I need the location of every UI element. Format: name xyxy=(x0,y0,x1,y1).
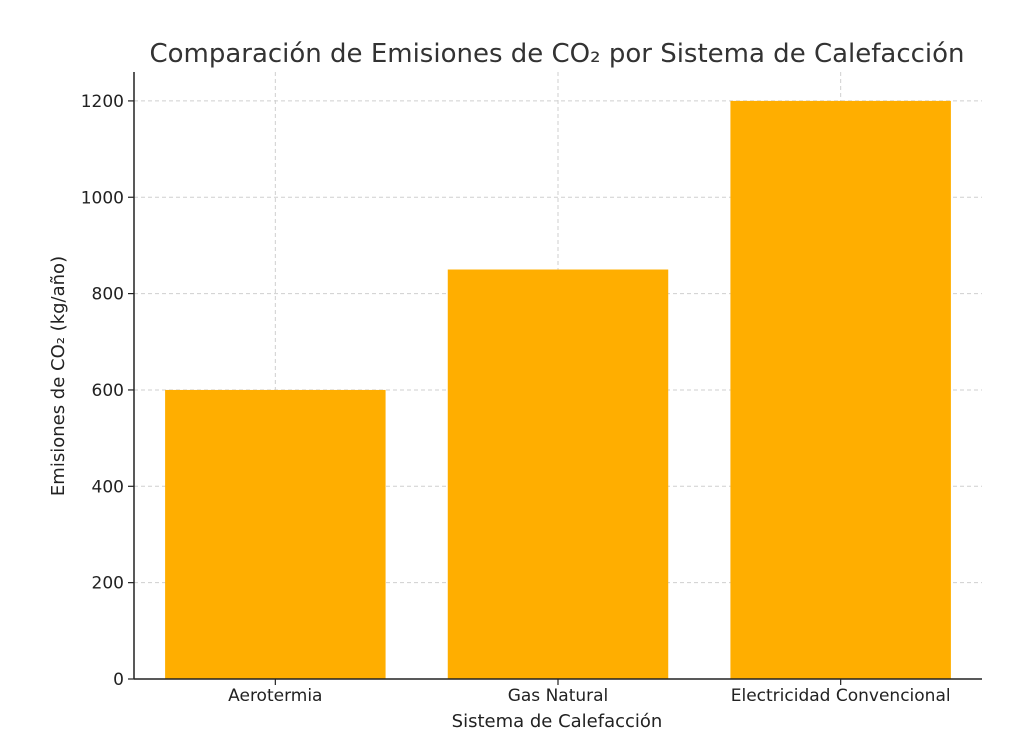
y-ticks: 0 200 400 600 800 1000 1200 xyxy=(81,92,134,690)
bars xyxy=(165,100,951,679)
x-ticks: Aerotermia Gas Natural Electricidad Conven… xyxy=(228,679,951,706)
y-tick-label: 200 xyxy=(92,574,124,594)
x-axis-label: Sistema de Calefacción xyxy=(452,711,663,732)
bar xyxy=(165,389,386,679)
bar xyxy=(447,269,669,679)
chart-title: Comparación de Emisiones de CO₂ por Sist… xyxy=(149,39,964,69)
x-tick-label: Electricidad Convencional xyxy=(731,686,951,706)
y-tick-label: 600 xyxy=(92,381,124,401)
y-tick-label: 400 xyxy=(92,477,124,497)
y-tick-label: 800 xyxy=(92,285,124,305)
y-tick-label: 1000 xyxy=(81,188,124,208)
y-axis-label: Emisiones de CO₂ (kg/año) xyxy=(48,256,69,496)
y-tick-label: 1200 xyxy=(81,92,124,112)
bar xyxy=(730,100,951,679)
y-tick-label: 0 xyxy=(113,670,124,690)
x-tick-label: Aerotermia xyxy=(228,686,322,706)
x-tick-label: Gas Natural xyxy=(508,686,609,706)
